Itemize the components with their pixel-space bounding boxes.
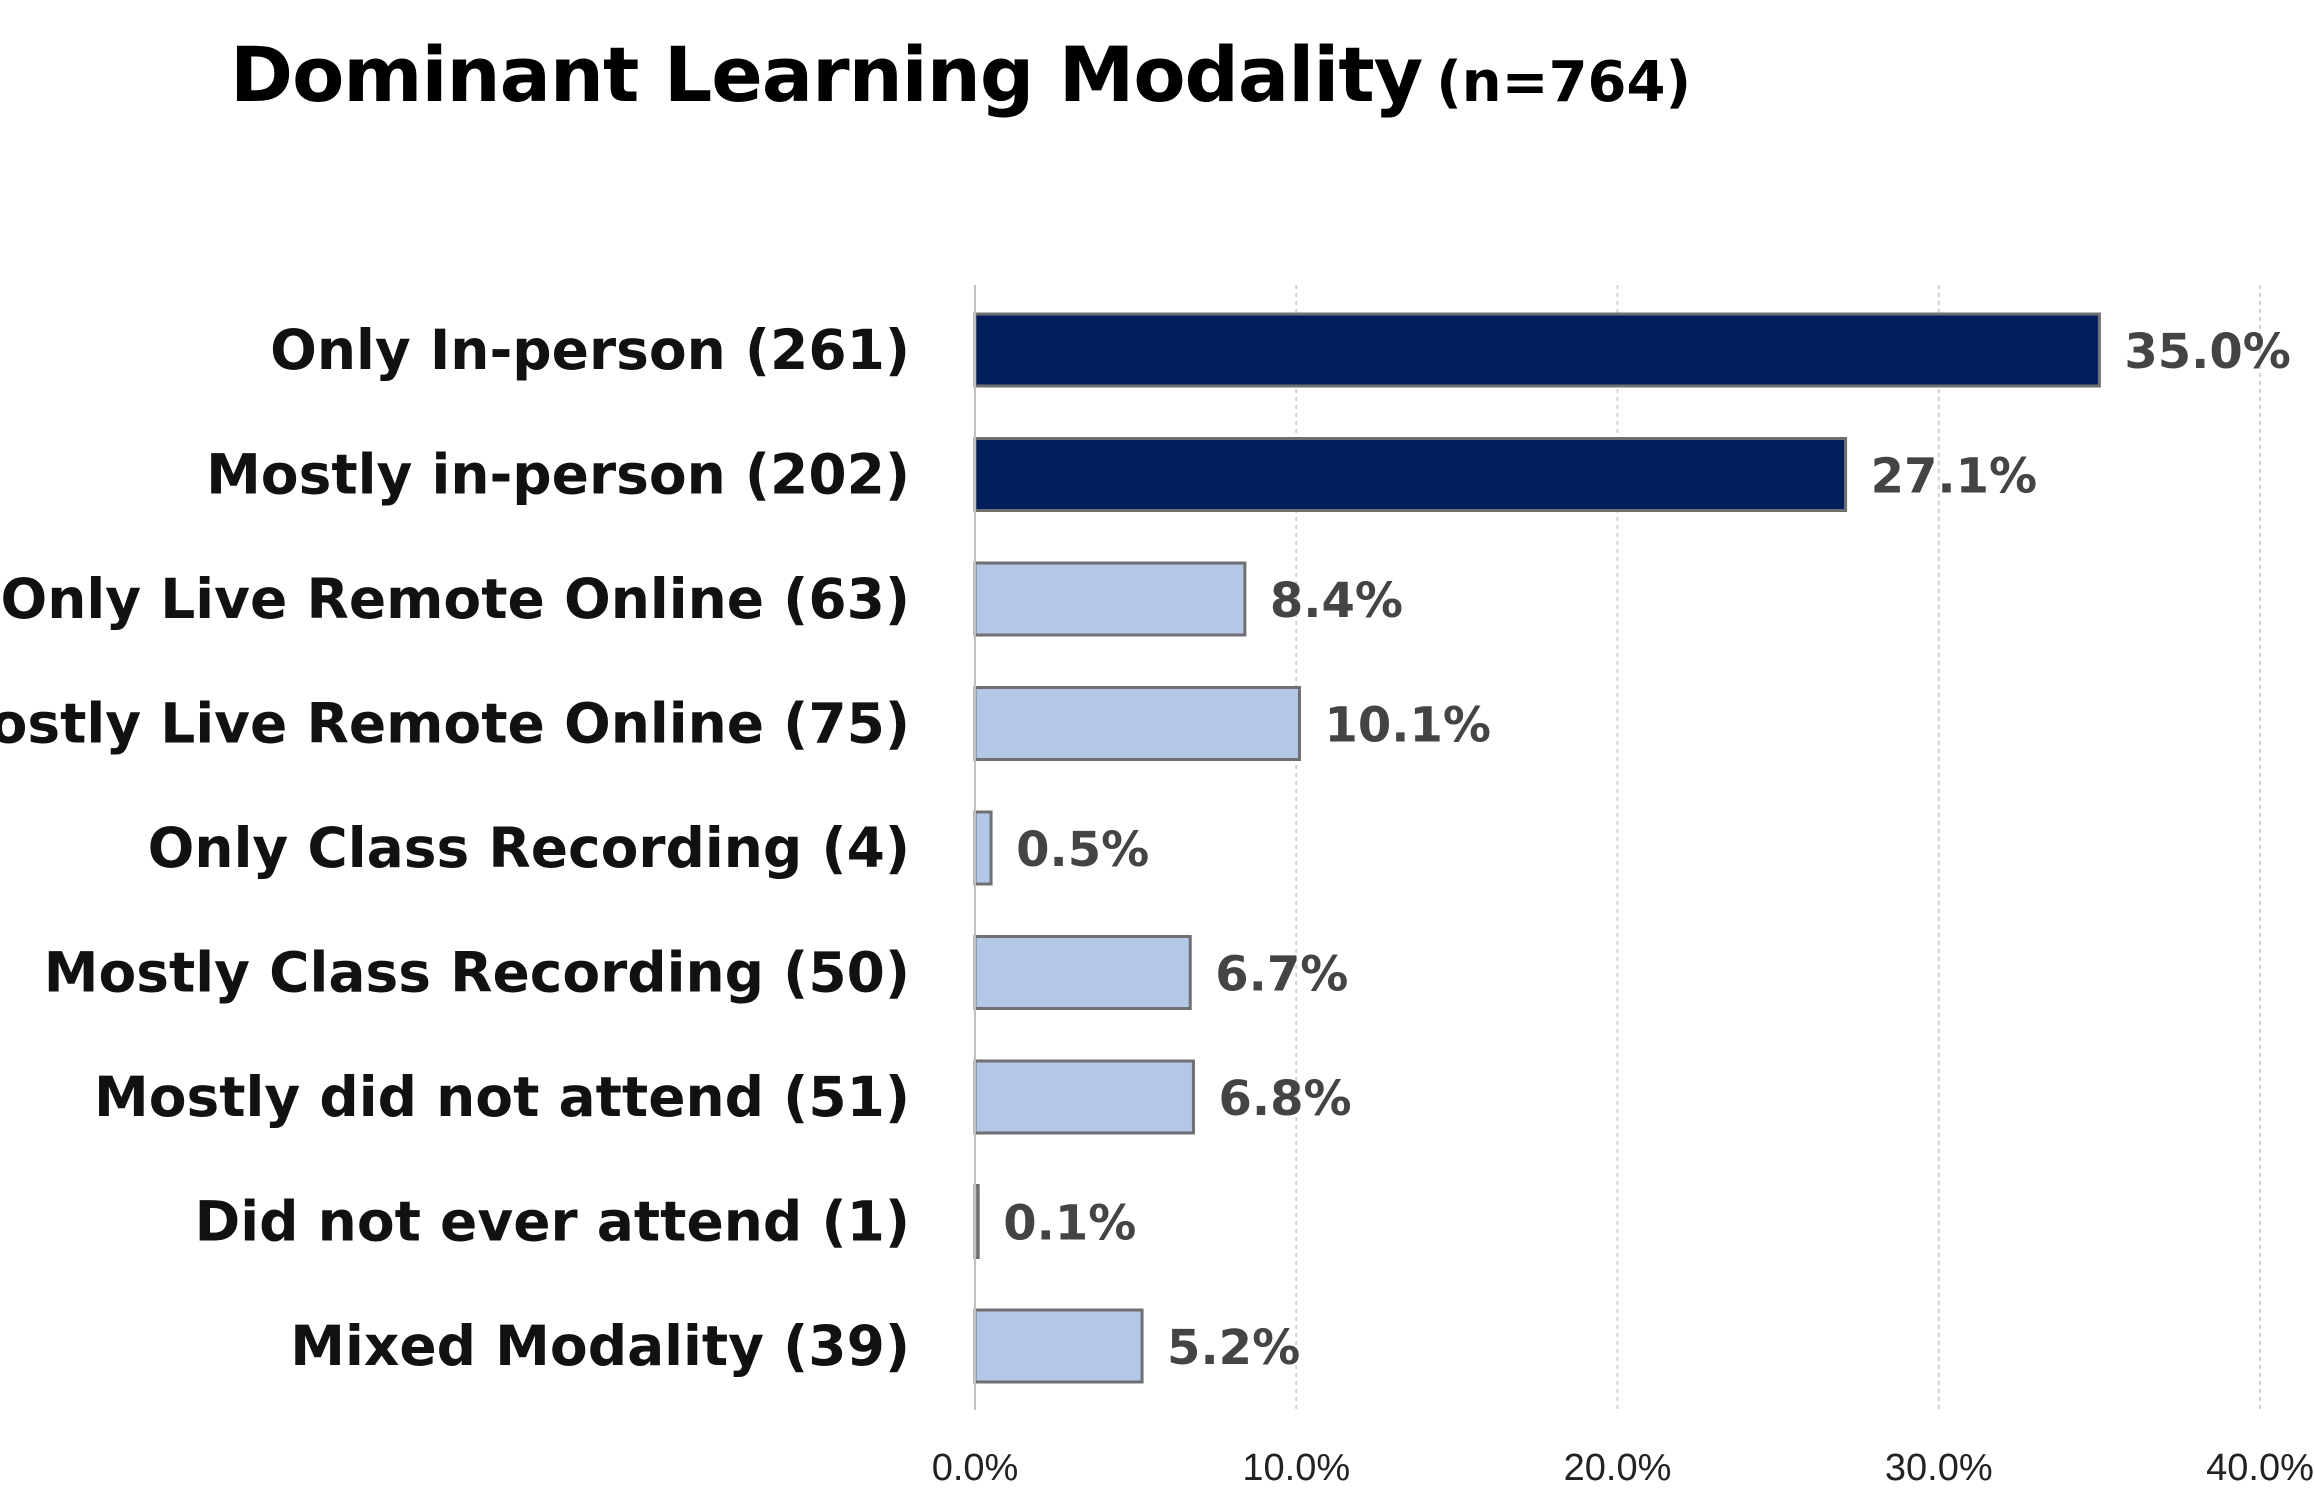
data-label: 5.2%	[1167, 1320, 1300, 1376]
category-label: Only In-person (261)	[270, 318, 910, 382]
category-label: Mixed Modality (39)	[290, 1314, 910, 1378]
bar	[973, 935, 1192, 1010]
bar	[973, 810, 993, 886]
bar	[973, 312, 2101, 388]
chart-subtitle: (n=764)	[1436, 50, 1692, 115]
bars	[973, 312, 2101, 1384]
x-tick-label: 0.0%	[932, 1447, 1019, 1489]
x-tick-label: 30.0%	[1885, 1447, 1993, 1489]
bar	[973, 437, 1848, 512]
bar	[973, 686, 1301, 761]
x-tick-label: 20.0%	[1564, 1447, 1672, 1489]
data-label: 6.8%	[1218, 1071, 1351, 1127]
chart-title-main: Dominant Learning Modality	[230, 30, 1423, 119]
category-label: Mostly Class Recording (50)	[44, 941, 910, 1005]
category-label: Did not ever attend (1)	[195, 1190, 910, 1254]
category-labels: Only In-person (261) Mostly in-person (20…	[0, 318, 910, 1378]
data-label: 0.1%	[1003, 1196, 1136, 1252]
x-axis-ticks: 0.0% 10.0% 20.0% 30.0% 40.0%	[932, 1447, 2314, 1489]
data-label: 27.1%	[1871, 449, 2038, 505]
data-label: 6.7%	[1215, 947, 1348, 1003]
chart-title: Dominant Learning Modality (n=764)	[230, 30, 1691, 119]
bar	[973, 1308, 1144, 1384]
data-label: 8.4%	[1270, 573, 1403, 629]
bar	[973, 561, 1247, 637]
value-labels: 35.0% 27.1% 8.4% 10.1% 0.5% 6.7% 6.8% 0.1% 5.2%	[1003, 324, 2291, 1376]
data-label: 0.5%	[1016, 822, 1149, 878]
x-tick-label: 10.0%	[1242, 1447, 1350, 1489]
bar	[973, 1059, 1195, 1135]
data-label: 35.0%	[2124, 324, 2291, 380]
category-label: Only Class Recording (4)	[148, 816, 910, 880]
x-tick-label: 40.0%	[2206, 1447, 2314, 1489]
data-label: 10.1%	[1324, 698, 1491, 754]
category-label: Only Live Remote Online (63)	[1, 567, 911, 631]
category-label: Mostly did not attend (51)	[94, 1065, 910, 1129]
category-label: Mostly in-person (202)	[206, 443, 910, 507]
category-label: Mostly Live Remote Online (75)	[0, 692, 910, 756]
